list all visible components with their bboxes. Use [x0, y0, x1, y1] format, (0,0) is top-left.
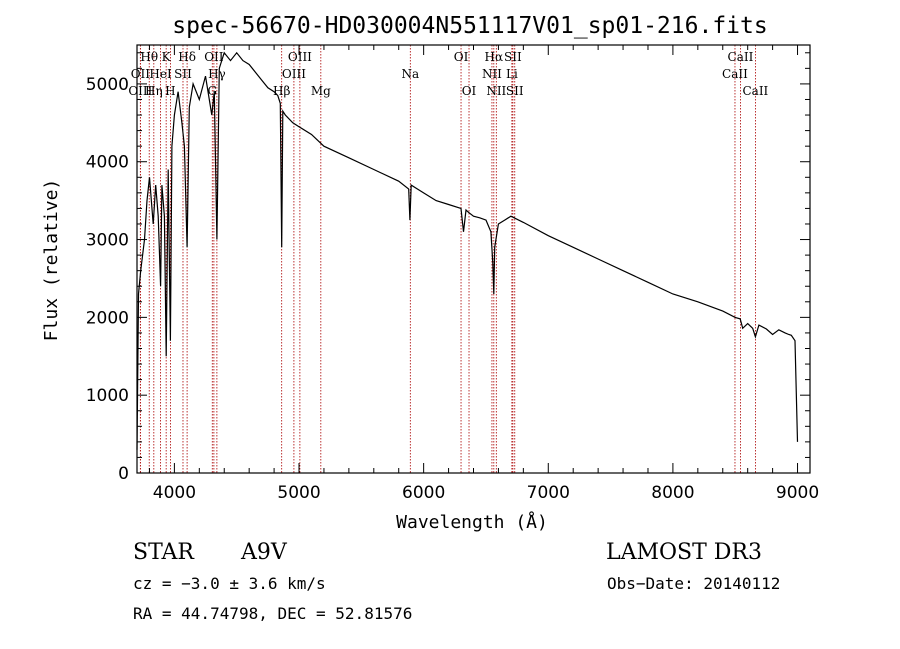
flux-series-line — [136, 51, 799, 450]
y-tick-label: 1000 — [86, 386, 129, 406]
coordinates: RA = 44.74798, DEC = 52.81576 — [133, 604, 413, 623]
line-marker-label: OIII — [282, 67, 306, 81]
line-marker-label: Hβ — [273, 84, 290, 98]
x-tick-label: 6000 — [402, 483, 445, 503]
line-marker-label: G — [207, 84, 217, 98]
line-marker-label: OIII — [128, 84, 152, 98]
line-marker-label: SII — [174, 67, 192, 81]
line-marker-label: Na — [401, 67, 419, 81]
y-tick-label: 3000 — [86, 231, 129, 251]
x-tick-label: 8000 — [651, 483, 694, 503]
line-marker-label: Hδ — [178, 50, 196, 64]
line-marker-label: OII — [131, 67, 151, 81]
x-axis-ticks: 4000 5000 6000 7000 8000 9000 — [148, 45, 819, 503]
line-marker-label: NII — [486, 84, 506, 98]
line-marker-label: OII — [204, 50, 224, 64]
line-marker-label: OIII — [288, 50, 312, 64]
line-marker-label: OI — [462, 84, 477, 98]
line-markers — [139, 45, 756, 473]
y-tick-label: 5000 — [86, 75, 129, 95]
x-tick-label: 5000 — [277, 483, 320, 503]
observation-date: Obs−Date: 20140112 — [607, 574, 781, 593]
y-tick-label: 0 — [118, 464, 129, 484]
x-tick-label: 9000 — [776, 483, 819, 503]
x-axis-label: Wavelength (Å) — [396, 511, 548, 533]
line-marker-label: Hθ — [140, 50, 158, 64]
line-marker-label: NII — [482, 67, 502, 81]
plot-frame — [136, 44, 811, 474]
line-marker-label: K — [162, 50, 172, 64]
x-tick-label: 4000 — [153, 483, 196, 503]
object-class: STAR — [133, 540, 194, 565]
survey-name: LAMOST DR3 — [606, 540, 762, 565]
x-tick-label: 7000 — [527, 483, 570, 503]
line-marker-label: Hη — [145, 84, 163, 98]
line-marker-label: SII — [504, 50, 522, 64]
line-marker-label: Mg — [311, 84, 331, 98]
object-subclass: A9V — [241, 540, 287, 565]
line-marker-label: CaII — [722, 67, 748, 81]
line-marker-label: OI — [454, 50, 469, 64]
y-tick-label: 4000 — [86, 153, 129, 173]
line-marker-label: SII — [506, 84, 524, 98]
line-marker-label: Li — [506, 67, 518, 81]
y-axis-label: Flux (relative) — [41, 179, 62, 342]
chart-title: spec-56670-HD030004N551117V01_sp01-216.f… — [172, 13, 767, 39]
line-marker-label: H — [165, 84, 175, 98]
y-axis-ticks: 0 1000 2000 3000 4000 5000 — [86, 52, 810, 484]
line-marker-label: CaII — [742, 84, 768, 98]
line-marker-label: CaII — [728, 50, 754, 64]
line-marker-label: Hα — [485, 50, 504, 64]
line-marker-label: Hγ — [208, 67, 226, 81]
y-tick-label: 2000 — [86, 308, 129, 328]
redshift-cz: cz = −3.0 ± 3.6 km/s — [133, 574, 326, 593]
line-marker-label: HeI — [149, 67, 172, 81]
